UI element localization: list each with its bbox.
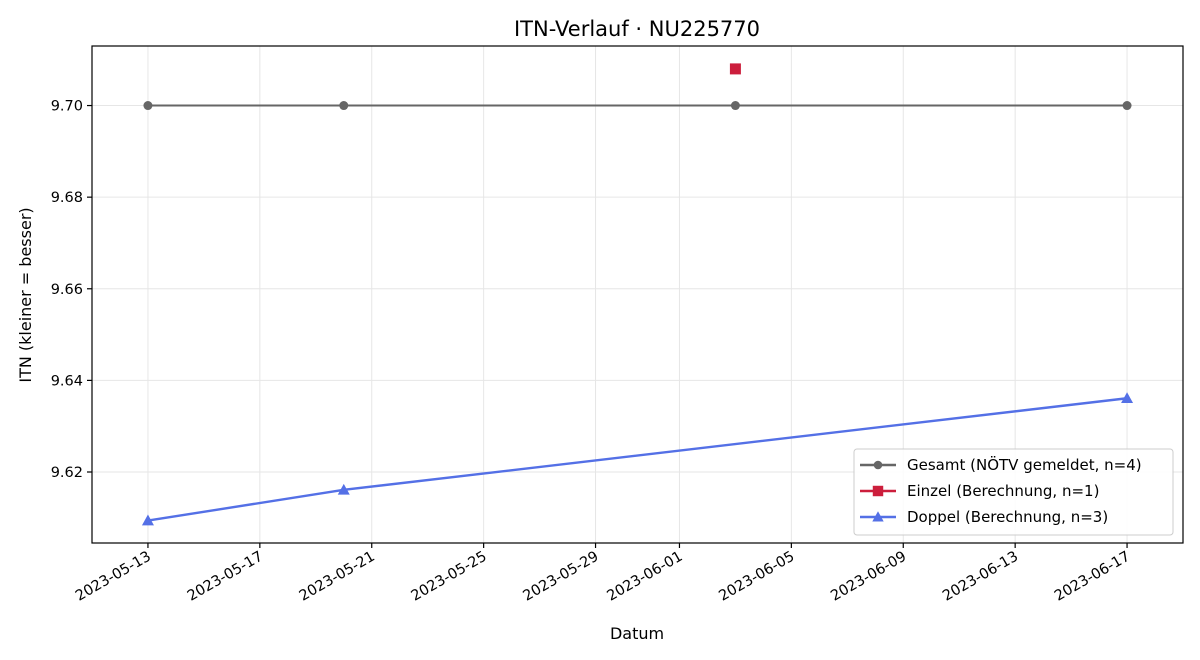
legend-swatch-marker [873, 460, 883, 470]
legend: Gesamt (NÖTV gemeldet, n=4) Einzel (Berec… [853, 448, 1174, 536]
x-tick-label: 2023-06-17 [1052, 549, 1133, 605]
legend-item: Einzel (Berechnung, n=1) [860, 482, 1099, 500]
series-layer [141, 63, 1134, 526]
data-point [1122, 101, 1132, 111]
y-tick-label: 9.62 [51, 465, 83, 481]
plot-frame [91, 45, 1184, 544]
legend-swatch-marker [872, 511, 884, 522]
legend-swatch-marker [872, 485, 884, 497]
data-point [339, 101, 349, 111]
grid [92, 46, 1183, 543]
legend-item: Doppel (Berechnung, n=3) [860, 508, 1108, 526]
legend-label: Doppel (Berechnung, n=3) [907, 508, 1108, 526]
series-triangle [141, 392, 1134, 526]
y-tick-label: 9.66 [51, 282, 83, 298]
data-point [337, 483, 350, 495]
chart-title: ITN-Verlauf · NU225770 [514, 17, 760, 41]
x-tick-label: 2023-06-01 [604, 549, 685, 605]
y-tick-label: 9.70 [51, 99, 83, 115]
x-tick-label: 2023-05-17 [185, 549, 266, 605]
data-point [730, 101, 740, 111]
legend-label: Gesamt (NÖTV gemeldet, n=4) [907, 455, 1142, 474]
y-tick-label: 9.68 [51, 190, 83, 206]
legend-box [853, 448, 1174, 536]
x-tick-label: 2023-06-13 [940, 549, 1021, 605]
data-point [143, 101, 153, 111]
data-point [1121, 392, 1134, 404]
y-tick-label: 9.64 [51, 373, 83, 389]
x-tick-label: 2023-06-09 [828, 549, 909, 605]
x-tick-label: 2023-05-13 [73, 549, 154, 605]
x-tick-label: 2023-06-05 [716, 549, 797, 605]
x-tick-label: 2023-05-29 [521, 549, 602, 605]
data-point [729, 63, 741, 75]
legend-item: Gesamt (NÖTV gemeldet, n=4) [860, 455, 1142, 474]
y-axis-label: ITN (kleiner = besser) [16, 207, 35, 382]
series-circle [143, 101, 1132, 111]
legend-label: Einzel (Berechnung, n=1) [907, 482, 1099, 500]
data-point [141, 514, 154, 526]
x-tick-label: 2023-05-21 [297, 549, 378, 605]
x-axis-label: Datum [610, 624, 664, 643]
series-square [729, 63, 741, 75]
x-tick-label: 2023-05-25 [409, 549, 490, 605]
